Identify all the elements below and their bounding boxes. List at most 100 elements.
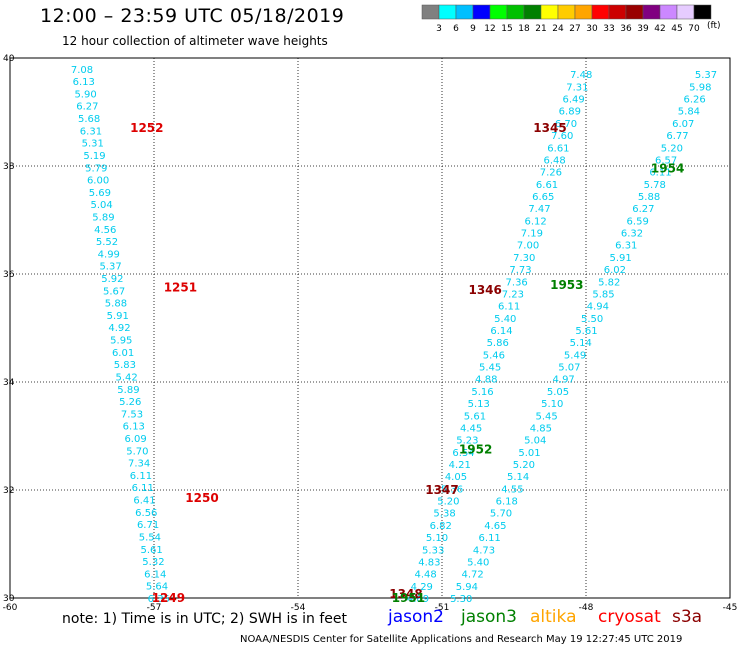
wave-height-value: 5.40 [467,557,489,568]
wave-height-value: 6.14 [490,326,512,337]
wave-height-value: 5.23 [456,436,478,447]
legend-label: 30 [586,24,598,34]
wave-height-value: 5.54 [139,532,161,543]
wave-height-value: 7.30 [513,253,535,264]
wave-height-value: 6.35 [148,594,170,605]
wave-height-value: 6.32 [621,229,643,240]
wave-height-value: 4.89 [407,594,429,605]
wave-height-value: 5.20 [661,143,683,154]
wave-height-value: 5.07 [558,363,580,374]
wave-height-value: 4.94 [587,302,609,313]
wave-height-value: 4.55 [501,484,523,495]
wave-height-value: 6.61 [536,180,558,191]
wave-height-value: 5.26 [119,397,141,408]
wave-height-value: 4.72 [461,570,483,581]
lon-tick-label: -60 [3,603,18,613]
wave-height-value: 5.85 [592,289,614,300]
wave-height-value: 6.71 [137,520,159,531]
wave-height-value: 7.08 [71,65,93,76]
wave-height-value: 5.19 [83,151,105,162]
wave-height-value: 5.84 [678,107,700,118]
legend-swatch [506,4,525,20]
wave-height-value: 5.14 [507,472,529,483]
wave-height-value: 5.91 [107,311,129,322]
wave-height-value: 5.70 [126,446,148,457]
wave-height-value: 6.82 [430,521,452,532]
wave-height-value: 6.27 [632,204,654,215]
page-subtitle: 12 hour collection of altimeter wave hei… [62,34,328,48]
wave-height-value: 6.48 [543,155,565,166]
wave-height-value: 6.11 [132,483,154,494]
wave-height-value: 5.49 [564,350,586,361]
wave-height-value: 6.11 [498,302,520,313]
legend-swatch [523,4,542,20]
lat-tick-label: 36 [3,270,15,280]
wave-height-value: 7.23 [502,289,524,300]
wave-height-value: 7.73 [509,265,531,276]
pass-time-label: 1952 [459,443,492,457]
wave-height-value: 6.54 [452,448,474,459]
legend-swatch [625,4,644,20]
wave-height-value: 5.94 [456,582,478,593]
wave-height-value: 6.89 [559,107,581,118]
wave-height-value: 6.18 [496,497,518,508]
pass-time-label: 1251 [164,281,197,295]
wave-height-value: 5.50 [581,314,603,325]
wave-height-value: 5.61 [464,411,486,422]
wave-height-value: 6.13 [73,77,95,88]
lat-tick-label: 40 [3,54,15,64]
legend-label: 18 [518,24,530,34]
wave-height-value: 6.70 [555,119,577,130]
footnote: note: 1) Time is in UTC; 2) SWH is in fe… [62,611,348,627]
wave-height-value: 5.31 [82,139,104,150]
wave-height-value: 4.65 [484,521,506,532]
wave-height-value: 6.41 [133,496,155,507]
wave-height-value: 6.65 [532,192,554,203]
legend-label: 70 [688,24,700,34]
wave-height-value: 5.89 [92,212,114,223]
legend-label: 9 [470,24,476,34]
wave-height-value: 5.13 [468,399,490,410]
wave-height-value: 5.68 [78,114,100,125]
legend-label: 15 [501,24,512,34]
wave-height-value: 6.01 [112,348,134,359]
wave-height-value: 4.29 [411,582,433,593]
wave-height-value: 7.47 [528,204,550,215]
pass-time-label: 1249 [152,591,185,605]
wave-height-value: 5.89 [117,385,139,396]
satellite-label-jason2: jason2 [388,607,444,627]
wave-height-value: 6.26 [683,95,705,106]
wave-height-value: 7.26 [540,168,562,179]
wave-height-value: 6.49 [562,95,584,106]
wave-height-value: 4.05 [445,472,467,483]
wave-height-value: 5.01 [518,448,540,459]
lat-tick-label: 30 [3,594,15,604]
wave-height-value: 5.40 [494,314,516,325]
pass-time-label: 1348 [389,587,422,601]
wave-height-value: 7.48 [570,70,592,81]
wave-height-value: 5.37 [695,70,717,81]
lon-tick-label: -54 [291,603,306,613]
wave-height-value: 4.88 [475,375,497,386]
wave-height-value: 6.57 [655,155,677,166]
legend-swatch [540,4,559,20]
wave-height-value: 5.82 [598,277,620,288]
legend-swatch [608,4,627,20]
legend-units: (ft) [707,21,721,31]
wave-height-value: 4.83 [418,557,440,568]
legend-swatch [489,4,508,20]
wave-height-value: 4.21 [449,460,471,471]
satellite-label-jason3: jason3 [461,607,517,627]
wave-height-value: 5.83 [114,360,136,371]
legend-label: 21 [535,24,546,34]
wave-height-value: 5.37 [99,262,121,273]
wave-height-value: 6.59 [627,216,649,227]
wave-height-value: 5.32 [142,557,164,568]
wave-height-value: 5.69 [89,188,111,199]
wave-height-value: 6.02 [604,265,626,276]
wave-height-value: 5.10 [541,399,563,410]
wave-height-value: 5.88 [638,192,660,203]
legend-label: 42 [654,24,665,34]
wave-height-value: 5.14 [570,338,592,349]
